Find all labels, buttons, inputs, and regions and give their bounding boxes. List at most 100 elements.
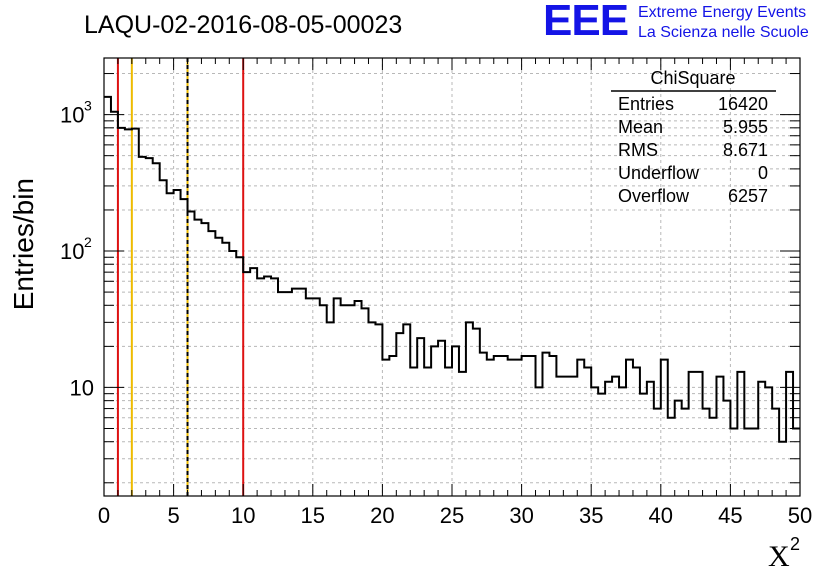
y-axis-label: Entries/bin: [8, 178, 39, 310]
x-tick-label: 20: [370, 503, 394, 528]
histogram-bin: [765, 387, 772, 496]
stats-row-value: 6257: [728, 186, 768, 206]
y-tick-label-exponent: 2: [84, 234, 92, 250]
eee-logo: EEE Extreme Energy Events La Scienza nel…: [543, 0, 833, 45]
histogram-bin: [299, 289, 306, 496]
histogram-bin: [612, 377, 619, 496]
histogram-bin: [501, 356, 508, 496]
x-tick-label: 45: [718, 503, 742, 528]
eee-logo-line1: Extreme Energy Events: [638, 4, 807, 21]
histogram-bin: [160, 180, 167, 496]
histogram-bin: [368, 322, 375, 496]
histogram-bin: [772, 409, 779, 496]
stats-row-label: Entries: [618, 94, 674, 114]
histogram-bin: [654, 409, 661, 496]
x-tick-label: 30: [509, 503, 533, 528]
x-tick-label: 0: [98, 503, 110, 528]
histogram-bin: [229, 251, 236, 496]
histogram-bin: [466, 322, 473, 496]
histogram-bin: [647, 382, 654, 496]
histogram-bin: [167, 193, 174, 496]
histogram-bin: [236, 257, 243, 496]
histogram-bin: [250, 268, 257, 496]
x-axis-label-superscript: 2: [790, 534, 800, 554]
histogram-bin: [793, 428, 800, 496]
histogram-bin: [403, 324, 410, 496]
histogram-bin: [675, 401, 682, 496]
histogram-bin: [744, 428, 751, 496]
eee-logo-mark: EEE: [543, 0, 629, 45]
stats-rows: Entries 16420 Mean 5.955 RMS 8.671 Underflow 0 O…: [618, 94, 768, 206]
stats-row-label: Mean: [618, 117, 663, 137]
y-tick-label: 10 3: [60, 98, 92, 128]
histogram-bin: [633, 367, 640, 496]
histogram-bin: [542, 353, 549, 496]
histogram-bin: [174, 190, 181, 496]
histogram-bin: [215, 238, 222, 496]
histogram-bin: [723, 401, 730, 496]
histogram-bin: [417, 338, 424, 496]
x-tick-label: 15: [301, 503, 325, 528]
histogram-bin: [563, 377, 570, 496]
histogram-bin: [716, 377, 723, 496]
y-tick-label-base: 10: [70, 375, 94, 400]
histogram-bin: [181, 199, 188, 496]
histogram-bin: [536, 387, 543, 496]
axis-ticks: [103, 58, 801, 496]
x-axis-label-base: X: [768, 540, 790, 572]
histogram-bin: [696, 372, 703, 496]
x-tick-label: 10: [231, 503, 255, 528]
histogram-bin: [348, 305, 355, 496]
y-tick-label-base: 10: [60, 239, 84, 264]
y-tick-label-exponent: 3: [84, 98, 92, 114]
histogram-bin: [104, 97, 111, 496]
histogram-bin: [375, 324, 382, 496]
histogram-bin: [473, 329, 480, 496]
histogram-bin: [146, 158, 153, 496]
stats-row-label: RMS: [618, 140, 658, 160]
histogram-bin: [529, 356, 536, 496]
histogram-bin: [584, 367, 591, 496]
histogram-bin: [271, 278, 278, 496]
histogram-bin: [153, 163, 160, 496]
histogram-bin: [424, 367, 431, 496]
histogram-bin: [362, 308, 369, 496]
y-tick-label: 10 2: [60, 234, 92, 264]
histogram-bin: [758, 382, 765, 496]
histogram-bin: [132, 129, 139, 496]
chart-title: LAQU-02-2016-08-05-00023: [84, 11, 402, 39]
x-axis-label: X 2: [768, 534, 800, 572]
histogram-bin: [257, 278, 264, 496]
histogram-bin: [139, 157, 146, 496]
x-tick-label: 25: [440, 503, 464, 528]
histogram-bin: [208, 231, 215, 496]
histogram-bin: [264, 277, 271, 496]
histogram-bin: [730, 428, 737, 496]
histogram-bin: [640, 394, 647, 496]
histogram-bin: [194, 220, 201, 496]
histogram-bin: [661, 360, 668, 496]
histogram-bin: [222, 243, 229, 496]
histogram-bin: [508, 360, 515, 496]
stats-row-value: 0: [758, 163, 768, 183]
histogram-bin: [710, 418, 717, 496]
y-tick-label: 10: [70, 375, 94, 400]
x-tick-label: 5: [167, 503, 179, 528]
histogram-bin: [306, 298, 313, 496]
histogram-bin: [549, 356, 556, 496]
histogram-bin: [118, 128, 125, 496]
stats-title: ChiSquare: [650, 68, 735, 88]
histogram-bin: [188, 211, 195, 496]
histogram-bin: [445, 367, 452, 496]
y-tick-label-base: 10: [60, 103, 84, 128]
histogram-bin: [327, 322, 334, 496]
histogram-bin: [320, 305, 327, 496]
histogram-bin: [431, 346, 438, 496]
histogram-bin: [278, 292, 285, 496]
stats-row-label: Underflow: [618, 163, 700, 183]
histogram-bin: [668, 418, 675, 496]
stats-row-value: 5.955: [723, 117, 768, 137]
histogram-bin: [292, 289, 299, 496]
